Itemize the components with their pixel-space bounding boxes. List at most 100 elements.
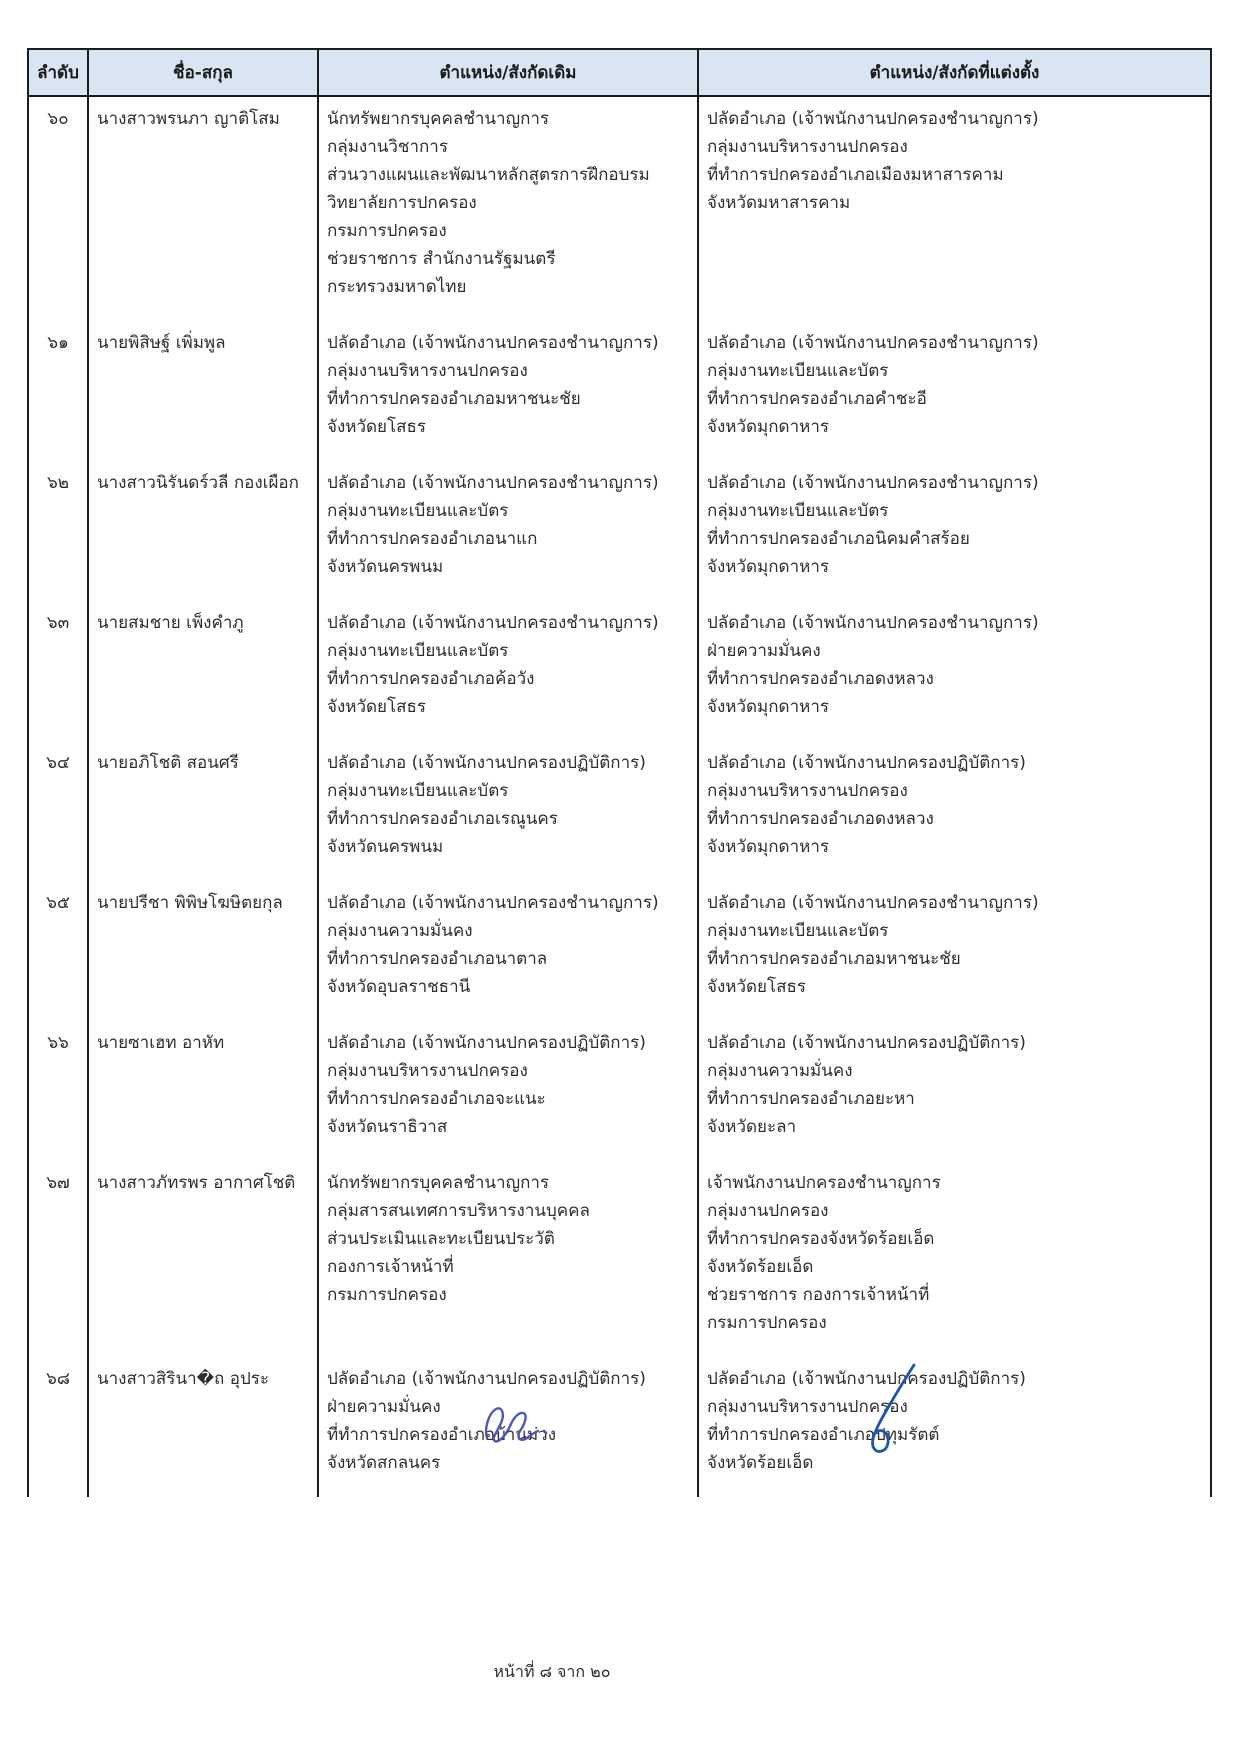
position-line: ปลัดอำเภอ (เจ้าพนักงานปกครองชำนาญการ) [707, 613, 1039, 633]
position-line: ปลัดอำเภอ (เจ้าพนักงานปกครองชำนาญการ) [707, 473, 1039, 493]
position-line: กองการเจ้าหน้าที่ [327, 1257, 454, 1277]
appointment-table: ลำดับ ชื่อ-สกุล ตำแหน่ง/สังกัดเดิม ตำแหน… [27, 48, 1212, 1497]
position-line: ที่ทำการปกครองอำเภอค้อวัง [327, 669, 535, 689]
position-line: กลุ่มงานวิชาการ [327, 137, 448, 157]
cell-appointed-position: ปลัดอำเภอ (เจ้าพนักงานปกครองชำนาญการ) กลุ… [697, 881, 1212, 1021]
table-row: ๖๓ นายสมชาย เพ็งคำภู ปลัดอำเภอ (เจ้าพนักงา… [27, 601, 1212, 741]
cell-name: นายพิสิษฐ์ เพิ่มพูล [87, 321, 319, 461]
position-line: วิทยาลัยการปกครอง [327, 193, 477, 213]
table-header-row: ลำดับ ชื่อ-สกุล ตำแหน่ง/สังกัดเดิม ตำแหน… [27, 48, 1212, 97]
cell-original-position: ปลัดอำเภอ (เจ้าพนักงานปกครองปฏิบัติการ) ฝ… [317, 1357, 699, 1497]
table-row: ๖๐ นางสาวพรนภา ญาติโสม นักทรัพยากรบุคคลชำน… [27, 96, 1212, 321]
position-line: กรมการปกครอง [327, 221, 447, 241]
cell-original-position: นักทรัพยากรบุคคลชำนาญการ กลุ่มงานวิชาการส… [317, 96, 699, 321]
position-line: ที่ทำการปกครองอำเภอมหาชนะชัย [707, 949, 961, 969]
position-line: ที่ทำการปกครองอำเภอเมืองมหาสารคาม [707, 165, 1004, 185]
position-line: จังหวัดยโสธร [327, 697, 427, 717]
position-line: นักทรัพยากรบุคคลชำนาญการ [327, 109, 550, 129]
cell-appointed-position: ปลัดอำเภอ (เจ้าพนักงานปกครองชำนาญการ) กลุ… [697, 321, 1212, 461]
position-line: จังหวัดร้อยเอ็ด [707, 1453, 814, 1473]
cell-original-position: ปลัดอำเภอ (เจ้าพนักงานปกครองชำนาญการ) กลุ… [317, 461, 699, 601]
position-line: ที่ทำการปกครองอำเภอเรณูนคร [327, 809, 558, 829]
position-line: ปลัดอำเภอ (เจ้าพนักงานปกครองชำนาญการ) [707, 109, 1039, 129]
position-line: ปลัดอำเภอ (เจ้าพนักงานปกครองปฏิบัติการ) [707, 1369, 1026, 1389]
position-line: กรมการปกครอง [707, 1313, 827, 1333]
position-line: ช่วยราชการ กองการเจ้าหน้าที่ [707, 1285, 930, 1305]
position-line: ที่ทำการปกครองอำเภอนาแก [327, 529, 538, 549]
position-line: ปลัดอำเภอ (เจ้าพนักงานปกครองปฏิบัติการ) [707, 1033, 1026, 1053]
cell-original-position: ปลัดอำเภอ (เจ้าพนักงานปกครองชำนาญการ) กลุ… [317, 321, 699, 461]
cell-appointed-position: เจ้าพนักงานปกครองชำนาญการ กลุ่มงานปกครองท… [697, 1161, 1212, 1357]
cell-order-number: ๖๑ [27, 321, 89, 461]
table-row: ๖๒ นางสาวนิรันดร์วลี กองเผือก ปลัดอำเภอ (เ… [27, 461, 1212, 601]
position-line: จังหวัดสกลนคร [327, 1453, 441, 1473]
position-line: ที่ทำการปกครองอำเภอจะแนะ [327, 1089, 546, 1109]
position-line: กลุ่มงานบริหารงานปกครอง [707, 137, 908, 157]
position-line: เจ้าพนักงานปกครองชำนาญการ [707, 1173, 941, 1193]
position-line: จังหวัดมหาสารคาม [707, 193, 851, 213]
position-line: ที่ทำการปกครองอำเภอยะหา [707, 1089, 915, 1109]
position-line: กลุ่มงานบริหารงานปกครอง [327, 361, 528, 381]
position-line: ส่วนประเมินและทะเบียนประวัติ [327, 1229, 555, 1249]
position-line: จังหวัดยะลา [707, 1117, 797, 1137]
cell-name: นางสาวสิรินา�ถ อุประ [87, 1357, 319, 1497]
position-line: กลุ่มสารสนเทศการบริหารงานบุคคล [327, 1201, 590, 1221]
position-line: ปลัดอำเภอ (เจ้าพนักงานปกครองปฏิบัติการ) [327, 1033, 646, 1053]
cell-order-number: ๖๒ [27, 461, 89, 601]
cell-name: นายสมชาย เพ็งคำภู [87, 601, 319, 741]
position-line: ที่ทำการปกครองอำเภอปทุมรัตต์ [707, 1425, 940, 1445]
header-appointed-position: ตำแหน่ง/สังกัดที่แต่งตั้ง [697, 48, 1212, 97]
position-line: ปลัดอำเภอ (เจ้าพนักงานปกครองชำนาญการ) [707, 893, 1039, 913]
position-line: กลุ่มงานทะเบียนและบัตร [707, 921, 889, 941]
position-line: ที่ทำการปกครองอำเภอมหาชนะชัย [327, 389, 581, 409]
position-line: ช่วยราชการ สำนักงานรัฐมนตรี [327, 249, 556, 269]
position-line: ปลัดอำเภอ (เจ้าพนักงานปกครองชำนาญการ) [327, 333, 659, 353]
position-line: จังหวัดร้อยเอ็ด [707, 1257, 814, 1277]
position-line: จังหวัดมุกดาหาร [707, 417, 830, 437]
table-body: ๖๐ นางสาวพรนภา ญาติโสมนักทรัพยากรบุคคลชำน… [27, 96, 1212, 1497]
cell-name: นางสาวนิรันดร์วลี กองเผือก [87, 461, 319, 601]
position-line: กลุ่มงานความมั่นคง [327, 921, 473, 941]
cell-name: นายซาเฮท อาหัท [87, 1021, 319, 1161]
position-line: ที่ทำการปกครองอำเภอดงหลวง [707, 669, 934, 689]
position-line: ฝ่ายความมั่นคง [327, 1397, 441, 1417]
position-line: กลุ่มงานทะเบียนและบัตร [327, 781, 509, 801]
cell-name: นางสาวภัทรพร อากาศโชติ [87, 1161, 319, 1357]
header-name-surname: ชื่อ-สกุล [87, 48, 319, 97]
position-line: ปลัดอำเภอ (เจ้าพนักงานปกครองชำนาญการ) [327, 893, 659, 913]
position-line: นักทรัพยากรบุคคลชำนาญการ [327, 1173, 550, 1193]
cell-original-position: นักทรัพยากรบุคคลชำนาญการกลุ่มสารสนเทศการ… [317, 1161, 699, 1357]
header-original-position: ตำแหน่ง/สังกัดเดิม [317, 48, 699, 97]
cell-appointed-position: ปลัดอำเภอ (เจ้าพนักงานปกครองชำนาญการ) กลุ… [697, 461, 1212, 601]
cell-name: นายอภิโชติ สอนศรี [87, 741, 319, 881]
position-line: กลุ่มงานความมั่นคง [707, 1061, 853, 1081]
cell-order-number: ๖๕ [27, 881, 89, 1021]
cell-order-number: ๖๔ [27, 741, 89, 881]
table-row: ๖๗ นางสาวภัทรพร อากาศโชติ นักทรัพยากรบุคคล… [27, 1161, 1212, 1357]
cell-appointed-position: ปลัดอำเภอ (เจ้าพนักงานปกครองชำนาญการ) กลุ… [697, 96, 1212, 321]
page-number-footer: หน้าที่ ๘ จาก ๒๐ [493, 1662, 611, 1681]
position-line: ที่ทำการปกครองอำเภอดงหลวง [707, 809, 934, 829]
cell-order-number: ๖๐ [27, 96, 89, 321]
position-line: กลุ่มงานทะเบียนและบัตร [707, 501, 889, 521]
position-line: ที่ทำการปกครองจังหวัดร้อยเอ็ด [707, 1229, 935, 1249]
cell-name: นายปรีชา พิพิษโฆษิตยกุล [87, 881, 319, 1021]
position-line: ที่ทำการปกครองอำเภอบ้านม่วง [327, 1425, 557, 1445]
position-line: ที่ทำการปกครองอำเภอคำชะอี [707, 389, 927, 409]
position-line: จังหวัดมุกดาหาร [707, 557, 830, 577]
position-line: ปลัดอำเภอ (เจ้าพนักงานปกครองปฏิบัติการ) [327, 1369, 646, 1389]
position-line: ปลัดอำเภอ (เจ้าพนักงานปกครองชำนาญการ) [327, 613, 659, 633]
cell-appointed-position: ปลัดอำเภอ (เจ้าพนักงานปกครองปฏิบัติการ) ก… [697, 1357, 1212, 1497]
position-line: ที่ทำการปกครองอำเภอนาตาล [327, 949, 548, 969]
position-line: จังหวัดยโสธร [707, 977, 807, 997]
cell-order-number: ๖๘ [27, 1357, 89, 1497]
position-line: จังหวัดนครพนม [327, 837, 444, 857]
cell-original-position: ปลัดอำเภอ (เจ้าพนักงานปกครองปฏิบัติการ) ก… [317, 741, 699, 881]
table-row: ๖๕ นายปรีชา พิพิษโฆษิตยกุล ปลัดอำเภอ (เจ้า… [27, 881, 1212, 1021]
position-line: จังหวัดยโสธร [327, 417, 427, 437]
position-line: ที่ทำการปกครองอำเภอนิคมคำสร้อย [707, 529, 970, 549]
cell-name: นางสาวพรนภา ญาติโสม [87, 96, 319, 321]
cell-order-number: ๖๖ [27, 1021, 89, 1161]
position-line: ฝ่ายความมั่นคง [707, 641, 821, 661]
